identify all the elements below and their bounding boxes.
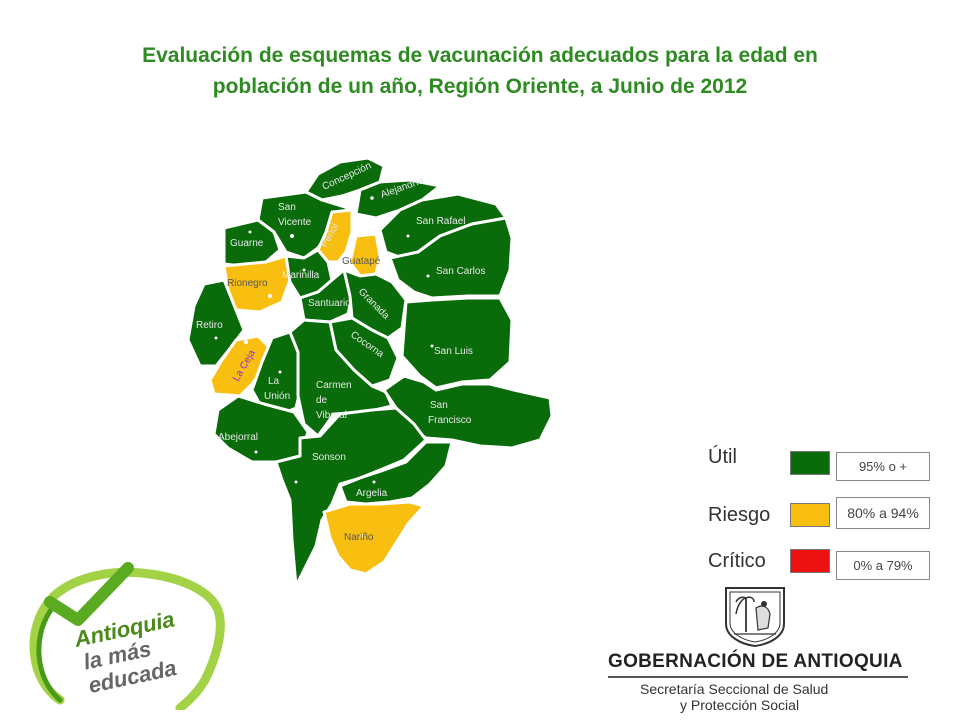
- town-markers: [214, 196, 434, 538]
- municipality-san-carlos[interactable]: [388, 216, 514, 300]
- title-line-1: Evaluación de esquemas de vacunación ade…: [142, 44, 818, 67]
- footer-divider: [608, 676, 908, 678]
- region-map: Concepción Alejandría San Vicente Peñol …: [186, 156, 554, 588]
- legend-range-critico: 0% a 79%: [836, 551, 930, 580]
- legend-label-critico: Crítico: [708, 550, 766, 572]
- label-guatape: Guatapé: [342, 256, 381, 267]
- legend-range-riesgo: 80% a 94%: [836, 497, 930, 529]
- label-sonson: Sonson: [312, 452, 346, 463]
- label-carmen-2: de: [316, 395, 328, 406]
- municipality-sonson[interactable]: [274, 406, 428, 588]
- label-santuario: Santuario: [308, 298, 351, 309]
- secretaria-line-2: y Protección Social: [680, 697, 800, 713]
- municipality-la-ceja[interactable]: [208, 334, 272, 398]
- municipality-san-francisco[interactable]: [382, 374, 554, 450]
- legend-label-util: Útil: [708, 446, 737, 468]
- municipality-guatape[interactable]: [348, 232, 382, 278]
- label-rionegro: Rionegro: [227, 278, 268, 289]
- legend-range-util: 95% o +: [836, 452, 930, 481]
- municipality-penol[interactable]: [316, 208, 354, 264]
- municipality-san-luis[interactable]: [400, 296, 514, 390]
- secretaria-line-1: Secretaría Seccional de Salud: [640, 681, 829, 697]
- label-san-carlos: San Carlos: [436, 266, 485, 277]
- map-title: Evaluación de esquemas de vacunación ade…: [40, 40, 920, 102]
- label-san-vicente-2: Vicente: [278, 217, 312, 228]
- label-narino: Nariño: [344, 532, 374, 543]
- label-retiro: Retiro: [196, 320, 223, 331]
- municipality-carmen-de-viboral[interactable]: [288, 318, 394, 438]
- legend-label-riesgo: Riesgo: [708, 504, 771, 526]
- antioquia-educada-logo: Antioquia la más educada: [29, 562, 225, 710]
- municipality-narino[interactable]: [322, 500, 426, 576]
- legend-swatch-util: [790, 451, 830, 475]
- label-argelia: Argelia: [356, 488, 388, 499]
- label-la-union-1: La: [268, 376, 280, 387]
- label-marinilla: Marinilla: [282, 270, 320, 281]
- coat-of-arms-icon: [725, 587, 785, 648]
- label-guarne: Guarne: [230, 238, 264, 249]
- label-abejorral: Abejorral: [218, 432, 258, 443]
- label-san-rafael: San Rafael: [416, 216, 465, 227]
- gobernacion-label: GOBERNACIÓN DE ANTIOQUIA: [608, 651, 903, 672]
- checkmark-icon: [44, 562, 134, 626]
- label-la-union-2: Unión: [264, 391, 290, 402]
- label-san-francisco-1: San: [430, 400, 448, 411]
- label-carmen-3: Viboral: [316, 410, 347, 421]
- title-line-2: población de un año, Región Oriente, a J…: [212, 75, 748, 98]
- label-san-vicente-1: San: [278, 202, 296, 213]
- label-san-luis: San Luis: [434, 346, 473, 357]
- label-carmen-1: Carmen: [316, 380, 352, 391]
- label-san-francisco-2: Francisco: [428, 415, 472, 426]
- legend-swatch-riesgo: [790, 503, 830, 527]
- legend-swatch-critico: [790, 549, 830, 573]
